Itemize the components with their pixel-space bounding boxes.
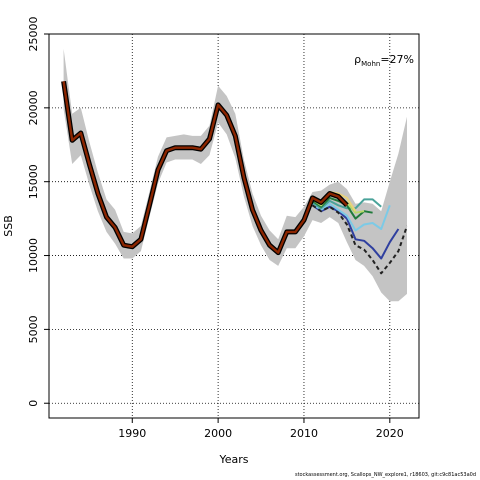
- x-axis: 1990 2000 2010 2020: [118, 418, 404, 440]
- retro-series-line-2: [311, 198, 382, 210]
- x-tick-label: 2000: [204, 427, 232, 440]
- x-tick-label: 1990: [118, 427, 146, 440]
- y-tick-label: 0: [27, 400, 40, 407]
- rho-subscript: Mohn: [361, 60, 380, 68]
- main-series-line: [62, 81, 348, 254]
- confidence-band: [63, 48, 407, 302]
- y-tick-label: 25000: [27, 17, 40, 52]
- retro-series-line-1: [311, 202, 391, 232]
- series-lines-group: [61, 80, 408, 275]
- confidence-band-group: [63, 48, 407, 302]
- x-tick-label: 2010: [290, 427, 318, 440]
- rho-symbol: ρ: [354, 53, 361, 66]
- plot-frame: [48, 33, 420, 419]
- y-axis-title: SSB: [2, 215, 15, 237]
- retro-series-line-6: [311, 204, 408, 275]
- x-axis-title: Years: [218, 453, 248, 466]
- y-axis: 0 5000 10000 15000 20000 25000: [27, 17, 49, 407]
- y-tick-label: 15000: [27, 164, 40, 199]
- footer-source: stockassessment.org, Scallops_NW_explore…: [294, 472, 476, 478]
- y-tick-label: 10000: [27, 238, 40, 273]
- rho-value: =27%: [380, 53, 414, 66]
- y-tick-label: 20000: [27, 90, 40, 125]
- mohn-rho-annotation: ρMohn=27%: [354, 53, 414, 68]
- y-tick-label: 5000: [27, 315, 40, 343]
- x-tick-label: 2020: [376, 427, 404, 440]
